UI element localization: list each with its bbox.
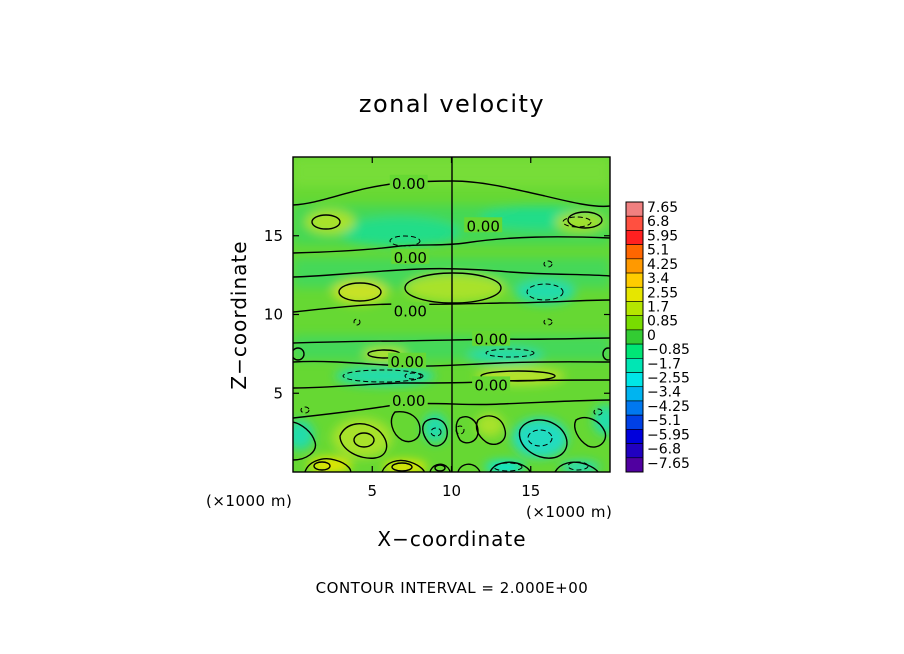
chart-title: zonal velocity: [359, 90, 545, 118]
colorbar-label: −6.8: [647, 442, 681, 458]
colorbar-label: 1.7: [647, 299, 669, 315]
colorbar-swatch: [625, 457, 644, 473]
colorbar-label: 0: [647, 328, 656, 344]
colorbar-swatch: [625, 429, 644, 444]
contour-label-bg: [388, 352, 427, 368]
colorbar-swatch: [625, 258, 644, 274]
x-unit-left: (×1000 m): [206, 492, 292, 510]
contour-label: 0.00: [394, 249, 427, 267]
contour-label: 0.00: [466, 217, 499, 235]
colorbar-label: −2.55: [647, 371, 690, 387]
contour-labels: 0.00 0.00 0.00 0.00 0.00 0.00 0.00 0.00: [388, 174, 511, 410]
colorbar-swatch: [625, 358, 644, 373]
colorbar-swatch: [625, 272, 644, 288]
colorbar-label: 5.95: [647, 228, 678, 244]
x-unit-right: (×1000 m): [526, 503, 612, 521]
y-axis: 5 10 15: [264, 227, 610, 402]
colorbar-frame: [625, 201, 644, 473]
x-tick-label: 5: [367, 482, 377, 500]
colorbar-label: 5.1: [647, 243, 669, 259]
colorbar-label: −7.65: [647, 456, 690, 472]
contour-label: 0.00: [390, 353, 423, 371]
colorbar-swatch: [625, 201, 644, 217]
colorbar-swatch: [625, 215, 644, 231]
negative-contours: [300, 216, 603, 472]
colorbar-swatch: [625, 301, 644, 316]
colorbar-swatch: [625, 386, 644, 402]
colorbar-label: 6.8: [647, 214, 669, 230]
contour-label-bg: [389, 174, 428, 190]
x-tick-label: 10: [442, 482, 461, 500]
y-tick-label: 5: [273, 384, 283, 402]
contour-interval-note: CONTOUR INTERVAL = 2.000E+00: [316, 579, 589, 597]
contour-label: 0.00: [474, 331, 507, 349]
colorbar-swatch: [625, 230, 644, 245]
colorbar-swatch: [625, 343, 644, 359]
colorbar-swatch: [625, 443, 644, 459]
colorbar-swatch: [625, 372, 644, 388]
colorbar-swatch: [625, 315, 644, 331]
colorbar-swatch: [625, 329, 644, 345]
colorbar-label: −5.95: [647, 427, 690, 443]
colorbar-label: 3.4: [647, 271, 669, 287]
x-axis-label: X−coordinate: [377, 527, 526, 551]
colorbar-swatch: [625, 244, 644, 260]
colorbar-label: 4.25: [647, 257, 678, 273]
colorbar-label: 0.85: [647, 314, 678, 330]
contour-label-bg: [391, 302, 430, 318]
colorbar-label: 2.55: [647, 285, 678, 301]
colorbar-swatch: [625, 286, 644, 302]
contour-label-bg: [472, 330, 511, 346]
colorbar-label: −0.85: [647, 342, 690, 358]
plot-area: 0.00 0.00 0.00 0.00 0.00 0.00 0.00 0.00: [293, 157, 610, 472]
colorbar-label: 7.65: [647, 200, 678, 216]
colorbar-swatch: [625, 414, 644, 430]
y-tick-label: 15: [264, 227, 283, 245]
colorbar-label: −5.1: [647, 413, 681, 429]
contour-label-bg: [472, 376, 511, 392]
contour-label-bg: [464, 217, 503, 233]
zero-contours: [293, 180, 610, 472]
contour-label: 0.00: [394, 302, 427, 320]
y-tick-label: 10: [264, 306, 283, 324]
colorbar-swatch: [625, 400, 644, 416]
contour-label-bg: [391, 248, 430, 264]
y-axis-label: Z−coordinate: [227, 240, 251, 389]
contour-label: 0.00: [392, 392, 425, 410]
contour-label: 0.00: [392, 175, 425, 193]
colorbar-label: −3.4: [647, 385, 681, 401]
x-axis: 5 10 15: [367, 157, 540, 500]
x-tick-label: 15: [521, 482, 540, 500]
colorbar: 7.656.85.955.14.253.42.551.70.850−0.85−1…: [625, 200, 690, 473]
contour-label: 0.00: [474, 376, 507, 394]
contour-label-bg: [389, 392, 428, 408]
colorbar-label: −1.7: [647, 356, 681, 372]
colorbar-label: −4.25: [647, 399, 690, 415]
